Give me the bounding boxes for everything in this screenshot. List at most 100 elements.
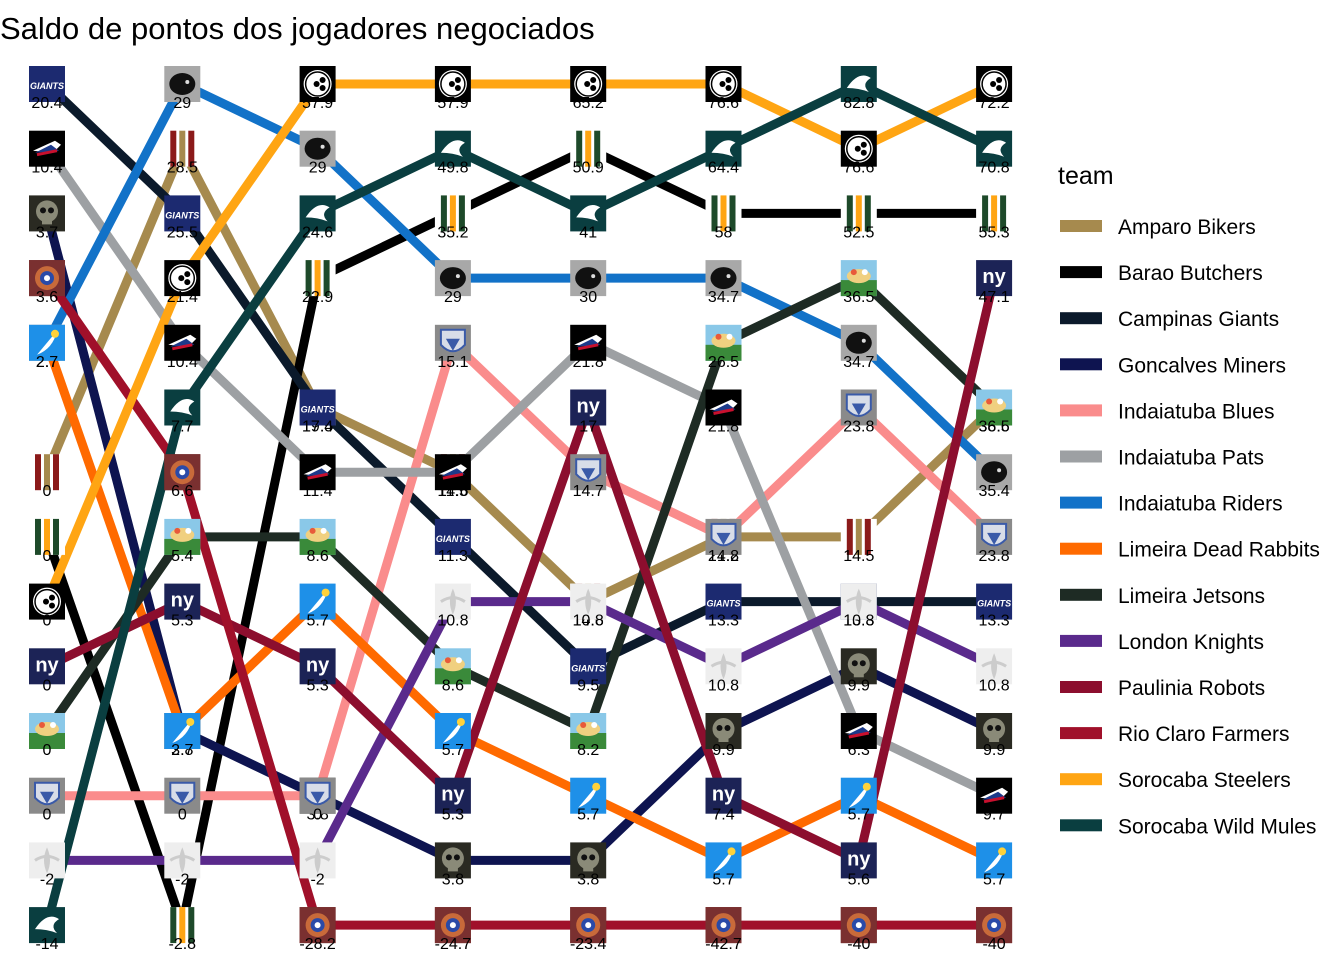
value-label: 6.3 (848, 742, 870, 759)
team-logo-indaiatuba-pats (434, 454, 471, 491)
legend-key-limeira-dead-rabbits (1060, 542, 1102, 555)
value-label: 25.5 (167, 224, 198, 241)
team-logo-limeira-jetsons (434, 648, 471, 685)
series-lines (42, 78, 999, 942)
team-logo-indaiatuba-riders (164, 66, 201, 102)
value-label: 76.6 (708, 95, 739, 112)
team-logo-limeira-dead-rabbits (164, 713, 201, 749)
value-label: 41 (579, 224, 597, 241)
value-label: 0 (43, 807, 52, 824)
svg-text:ny: ny (441, 784, 465, 806)
value-label: 10.4 (31, 160, 62, 177)
team-logo-sorocaba-wild-mules (705, 130, 742, 167)
team-logo-barao-butchers (299, 260, 336, 297)
team-logo-indaiatuba-blues (976, 518, 1013, 555)
team-logo-limeira-jetsons (570, 713, 607, 749)
value-label: 58 (715, 224, 733, 241)
legend-key-london-knights (1060, 634, 1102, 647)
team-logo-barao-butchers (840, 195, 877, 232)
team-logo-goncalves-miners (976, 713, 1013, 749)
legend-label-sorocaba-steelers: Sorocaba Steelers (1118, 769, 1291, 792)
value-label: -2 (310, 871, 324, 888)
value-label: 57.9 (302, 95, 333, 112)
team-logo-london-knights (705, 648, 742, 685)
svg-text:GIANTS: GIANTS (436, 534, 470, 544)
series-line-sorocaba-wild-mules (42, 79, 997, 927)
value-label: 52.5 (843, 224, 874, 241)
legend-key-sorocaba-wild-mules (1060, 819, 1102, 832)
value-label: 24.6 (302, 224, 333, 241)
legend-key-indaiatuba-blues (1060, 404, 1102, 417)
value-label: -28.2 (299, 936, 336, 953)
team-logo-limeira-dead-rabbits (976, 842, 1013, 879)
team-logo-limeira-jetsons (840, 260, 877, 297)
team-logo-goncalves-miners (705, 713, 742, 749)
team-logo-rio-claro-farmers (434, 907, 471, 944)
team-logo-rio-claro-farmers (840, 907, 877, 944)
legend-key-amparo-bikers (1060, 220, 1102, 232)
series-line-indaiatuba-riders (43, 78, 998, 476)
value-label: 17.4 (302, 419, 333, 436)
team-logo-indaiatuba-pats (840, 713, 877, 749)
team-logo-indaiatuba-riders (976, 454, 1013, 491)
team-logo-indaiatuba-pats (29, 130, 65, 167)
value-label: 65.2 (573, 95, 604, 112)
value-label: 50.9 (573, 160, 604, 177)
value-label: 9.9 (848, 677, 870, 694)
svg-text:ny: ny (577, 396, 601, 418)
team-logo-indaiatuba-blues (705, 518, 742, 555)
value-label: 0 (43, 742, 52, 759)
team-logo-sorocaba-steelers (570, 66, 607, 102)
value-label: -40 (847, 936, 870, 953)
team-logo-goncalves-miners (29, 195, 65, 232)
chart-title: Saldo de pontos dos jogadores negociados (0, 11, 595, 46)
team-logo-barao-butchers (29, 518, 65, 555)
team-logo-paulinia-robots: ny (29, 648, 65, 685)
svg-text:ny: ny (982, 266, 1006, 288)
value-label: 10.8 (708, 677, 739, 694)
legend-key-rio-claro-farmers (1060, 727, 1102, 740)
legend-label-rio-claro-farmers: Rio Claro Farmers (1118, 723, 1290, 746)
value-label: 7.4 (712, 807, 734, 824)
value-label: 21.8 (708, 419, 739, 436)
value-label: 8.6 (306, 548, 328, 565)
value-label: -2 (175, 871, 189, 888)
legend-label-indaiatuba-riders: Indaiatuba Riders (1118, 493, 1283, 516)
team-logo-indaiatuba-blues (840, 389, 877, 426)
team-logo-indaiatuba-riders (840, 324, 877, 361)
team-logo-indaiatuba-pats (705, 389, 742, 426)
legend-key-indaiatuba-riders (1060, 496, 1102, 509)
series-line-indaiatuba-pats (43, 146, 997, 800)
team-logo-sorocaba-wild-mules (434, 130, 471, 167)
team-logo-london-knights (434, 583, 471, 620)
value-label: 15.1 (437, 354, 468, 371)
team-logo-sorocaba-steelers (434, 66, 471, 102)
team-logo-limeira-dead-rabbits (570, 777, 607, 814)
team-logo-indaiatuba-pats (164, 324, 201, 361)
team-logo-paulinia-robots: ny (705, 777, 742, 814)
team-logo-sorocaba-wild-mules (299, 195, 336, 232)
team-logo-indaiatuba-blues (434, 324, 471, 361)
legend: team Amparo Bikers Barao Butchers Campinas… (1058, 162, 1320, 838)
value-label: 36.5 (979, 419, 1010, 436)
value-label: 64.4 (708, 160, 739, 177)
series-points: 028.519.514.614.621.2 14.538.60-2.822.935… (29, 66, 1013, 953)
value-label: 82.8 (843, 95, 874, 112)
team-logo-london-knights (164, 842, 201, 879)
legend-key-limeira-jetsons (1060, 588, 1102, 601)
team-logo-amparo-bikers (840, 518, 877, 555)
series-line-paulinia-robots (45, 277, 999, 867)
value-label: 57.9 (437, 95, 468, 112)
svg-text:GIANTS: GIANTS (301, 405, 335, 415)
value-label: 5.4 (171, 548, 193, 565)
legend-label-indaiatuba-pats: Indaiatuba Pats (1118, 447, 1264, 470)
value-label: 11.3 (438, 548, 468, 565)
value-label: 14.7 (573, 483, 604, 500)
team-logo-sorocaba-steelers (976, 66, 1013, 102)
legend-label-indaiatuba-blues: Indaiatuba Blues (1118, 400, 1274, 423)
series-line-sorocaba-steelers (42, 79, 997, 604)
team-logo-london-knights (840, 583, 877, 620)
team-logo-goncalves-miners (570, 842, 607, 879)
team-logo-indaiatuba-blues (570, 454, 607, 491)
